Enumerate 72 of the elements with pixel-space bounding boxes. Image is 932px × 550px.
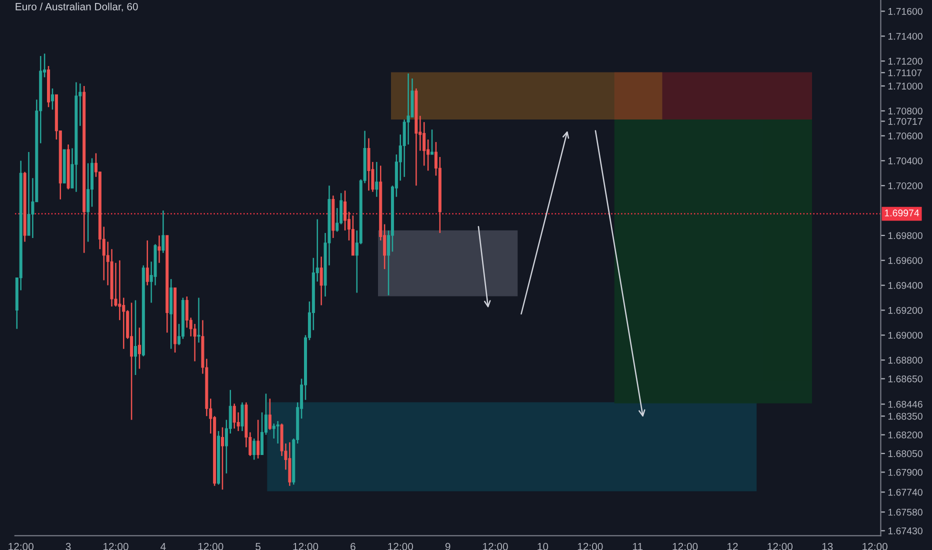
candlestick <box>27 151 30 236</box>
candlestick <box>256 419 260 460</box>
candlestick <box>367 138 370 192</box>
candlestick <box>130 302 134 420</box>
x-tick-label: 12:00 <box>483 542 508 550</box>
x-tick-label: 11 <box>632 543 642 550</box>
y-tick-label: 1.71107 <box>888 69 922 76</box>
candlestick <box>86 162 90 242</box>
x-tick-label: 12:00 <box>388 542 414 550</box>
x-tick-label: 12:00 <box>293 542 318 550</box>
x-tick-label: 12:00 <box>198 542 224 550</box>
candlestick <box>268 398 272 430</box>
candlestick <box>252 438 256 460</box>
candlestick <box>344 190 347 232</box>
candlestick <box>118 260 122 321</box>
y-tick-label: 1.69200 <box>888 306 922 314</box>
candlestick <box>375 161 378 198</box>
x-tick-label: 4 <box>160 543 166 550</box>
x-tick-label: 12:00 <box>672 542 698 550</box>
candlestick <box>197 297 200 344</box>
y-tick-label: 1.67580 <box>888 508 922 516</box>
x-tick-label: 12:00 <box>768 542 793 550</box>
y-tick-label: 1.71600 <box>888 8 922 15</box>
candlestick <box>134 300 137 376</box>
candlestick <box>320 256 323 306</box>
candlestick <box>138 327 141 370</box>
y-tick-label: 1.67900 <box>888 468 922 476</box>
candlestick <box>288 442 292 486</box>
y-tick-label: 1.68350 <box>888 412 922 420</box>
candlestick <box>430 128 434 156</box>
x-tick-label: 6 <box>350 542 356 550</box>
candlestick <box>50 88 54 110</box>
x-tick-label: 3 <box>66 542 71 550</box>
candlestick <box>232 403 236 430</box>
y-tick-label: 1.69000 <box>888 332 922 339</box>
y-tick-label: 1.70600 <box>888 132 922 140</box>
y-tick-label: 1.68200 <box>888 432 922 438</box>
x-tick-label: 12:00 <box>8 542 34 550</box>
y-tick-label: 1.71400 <box>888 32 922 40</box>
candlestick <box>260 412 264 456</box>
candlestick <box>220 426 224 490</box>
y-tick-label: 1.71000 <box>888 82 922 90</box>
x-tick-label: 12:00 <box>103 542 128 550</box>
y-tick-label: 1.70717 <box>888 118 922 125</box>
y-tick-label: 1.67430 <box>888 527 922 534</box>
y-tick-label: 1.69400 <box>888 282 922 289</box>
x-tick-label: 12 <box>727 542 738 550</box>
y-tick-label: 1.70800 <box>888 108 922 114</box>
y-tick-label: 1.67740 <box>888 488 922 496</box>
x-tick-label: 10 <box>538 542 548 550</box>
y-tick-label: 1.68050 <box>888 450 922 458</box>
candlestick <box>240 402 244 432</box>
candlestick <box>272 422 276 440</box>
y-tick-label: 1.68650 <box>888 375 922 382</box>
x-tick-label: 13 <box>822 542 833 550</box>
x-tick-label: 12:00 <box>862 542 888 550</box>
y-tick-label: 1.69600 <box>888 257 922 264</box>
x-tick-label: 12:00 <box>578 542 603 550</box>
chart-title: Euro / Australian Dollar, 60 <box>16 2 138 12</box>
candlestick <box>276 420 280 444</box>
y-tick-label: 1.68800 <box>888 356 922 364</box>
y-tick-label: 1.71200 <box>888 58 922 65</box>
candlestick <box>146 240 149 286</box>
x-tick-label: 9 <box>445 542 450 550</box>
candlestick <box>158 234 161 264</box>
x-tick-label: 5 <box>256 543 261 550</box>
candlestick <box>162 210 165 254</box>
y-tick-label: 1.68446 <box>888 400 922 408</box>
y-tick-label: 1.70200 <box>888 182 922 190</box>
y-tick-label: 1.70400 <box>888 157 922 164</box>
ref-line-label: 1.69974 <box>884 210 920 216</box>
y-tick-label: 1.69800 <box>888 232 922 240</box>
